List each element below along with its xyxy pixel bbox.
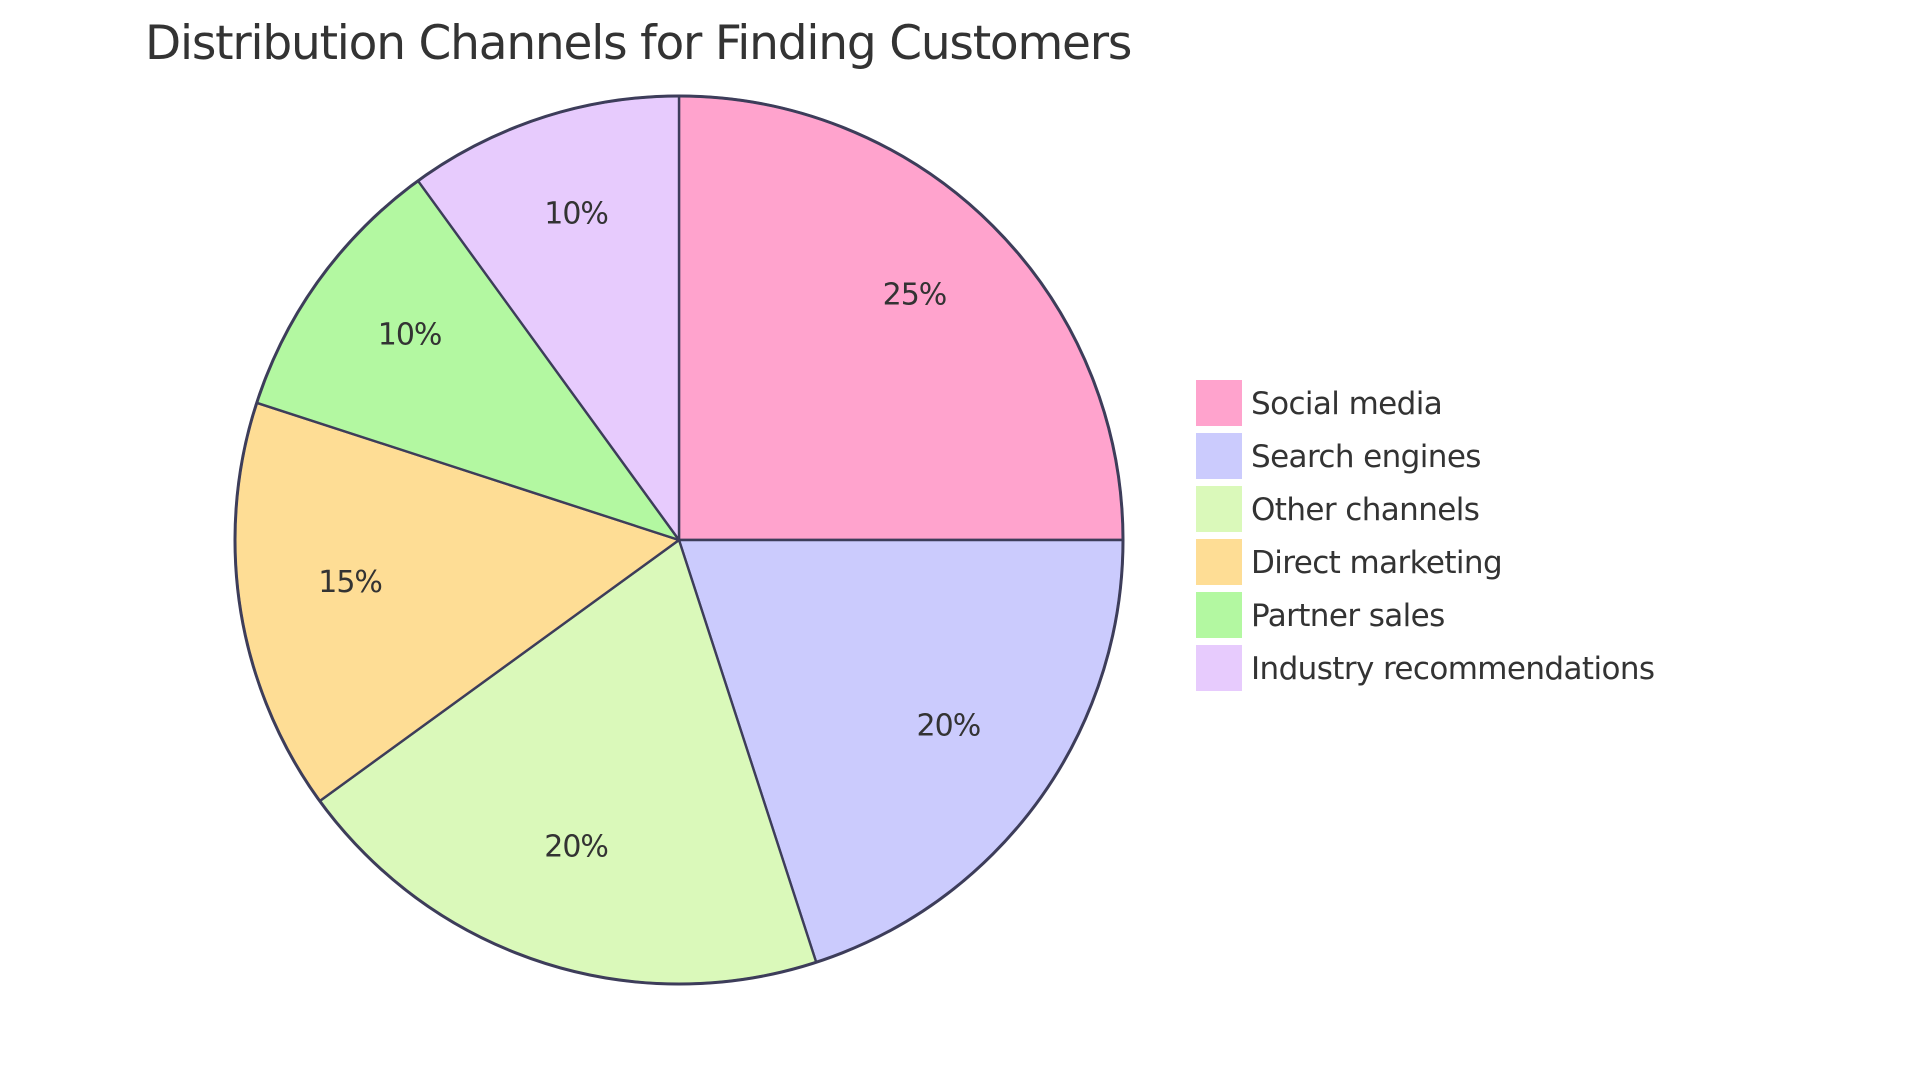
legend-item: Other channels <box>1196 486 1480 532</box>
legend-label: Industry recommendations <box>1251 651 1654 687</box>
slice-percent-label: 20% <box>917 709 981 744</box>
slice-labels: 25% 20% 20% 15% 10% 10% <box>318 196 981 865</box>
legend-label: Other channels <box>1251 492 1479 528</box>
slice-percent-label: 20% <box>544 830 608 865</box>
legend-label: Search engines <box>1251 439 1481 475</box>
legend-swatch <box>1196 539 1242 585</box>
legend-item: Social media <box>1196 380 1443 426</box>
legend-label: Direct marketing <box>1251 545 1502 581</box>
slice-percent-label: 10% <box>544 196 608 231</box>
legend-item: Industry recommendations <box>1196 645 1655 691</box>
legend: Social media Search engines Other channe… <box>1196 380 1655 691</box>
legend-item: Search engines <box>1196 433 1481 479</box>
pie-slices <box>233 94 1125 986</box>
legend-label: Social media <box>1251 386 1442 422</box>
legend-swatch <box>1196 433 1242 479</box>
legend-swatch <box>1196 592 1242 638</box>
legend-item: Partner sales <box>1196 592 1445 638</box>
slice-percent-label: 15% <box>318 565 382 600</box>
legend-item: Direct marketing <box>1196 539 1503 585</box>
legend-swatch <box>1196 380 1242 426</box>
legend-label: Partner sales <box>1251 598 1445 634</box>
chart-title: Distribution Channels for Finding Custom… <box>145 16 1131 71</box>
pie-slice-social-media <box>677 94 1125 542</box>
pie-outline <box>233 94 1125 986</box>
slice-percent-label: 10% <box>378 317 442 352</box>
legend-swatch <box>1196 486 1242 532</box>
legend-swatch <box>1196 645 1242 691</box>
slice-percent-label: 25% <box>883 278 947 313</box>
